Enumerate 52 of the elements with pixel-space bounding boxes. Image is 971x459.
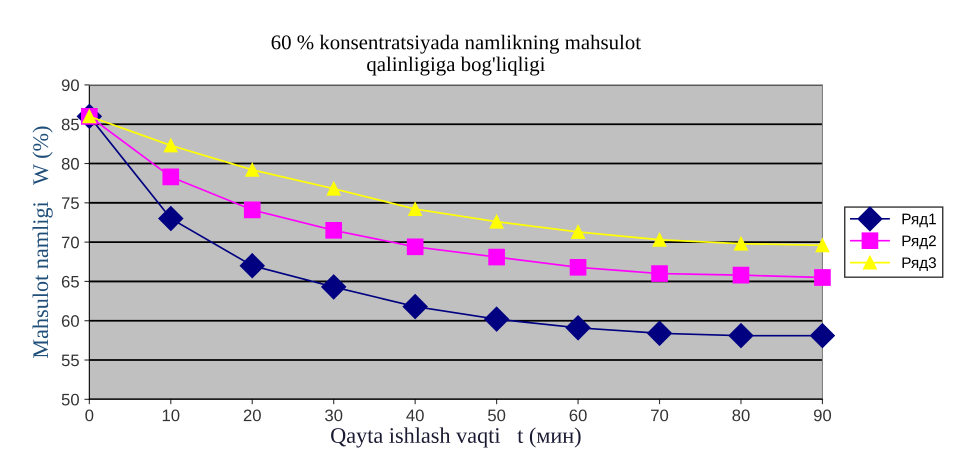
legend-label: Ряд1: [902, 214, 936, 228]
point: [734, 236, 748, 251]
x-tick-label: 10: [162, 409, 180, 422]
point: [728, 323, 754, 348]
point: [490, 214, 504, 229]
point: [647, 320, 672, 346]
point: [244, 202, 261, 218]
x-axis-title: Qayta ishlash vaqti t (мин): [331, 427, 581, 448]
point: [164, 138, 178, 152]
y-tick-label: 60: [62, 315, 79, 327]
y-tick-label: 65: [62, 276, 79, 288]
x-tick-label: 70: [651, 409, 668, 422]
point: [810, 323, 835, 348]
x-tick-label: 50: [488, 409, 506, 422]
legend-label: Ряд3: [902, 257, 936, 271]
point: [570, 258, 586, 276]
point: [488, 248, 505, 266]
point: [326, 182, 341, 196]
point: [240, 253, 265, 278]
point: [732, 266, 750, 284]
y-tick-label: 75: [62, 197, 79, 210]
y-tick-label: 70: [62, 236, 79, 248]
point: [571, 224, 586, 239]
x-tick-label: 20: [244, 409, 261, 422]
point: [651, 265, 668, 282]
point: [158, 206, 184, 232]
x-tick-label: 80: [732, 409, 750, 422]
y-tick-label: 90: [62, 79, 79, 92]
point: [325, 222, 342, 239]
y-tick-label: 80: [62, 158, 79, 170]
x-tick-label: 40: [406, 409, 424, 422]
point: [408, 202, 422, 216]
y-tick-label: 85: [62, 118, 79, 130]
point: [321, 274, 346, 300]
y-axis-title: Mahsulot namligi W (%): [32, 126, 53, 358]
point: [566, 315, 591, 340]
x-tick-label: 0: [85, 409, 94, 422]
point: [162, 168, 180, 186]
point: [815, 238, 830, 252]
x-tick-label: 90: [814, 409, 832, 422]
point: [245, 162, 260, 177]
y-tick-label: 55: [62, 354, 79, 366]
y-tick-label: 50: [62, 394, 79, 406]
legend-label: Ряд2: [902, 235, 936, 250]
point: [402, 294, 428, 320]
x-tick-label: 60: [570, 409, 587, 422]
point: [652, 232, 666, 247]
point: [814, 269, 831, 286]
point: [406, 238, 424, 256]
chart-title: 60 % konsentratsiyada namlikning mahsulot qalinligiga bog'liqligi: [272, 34, 641, 76]
point: [484, 306, 510, 332]
x-tick-label: 30: [325, 409, 342, 422]
